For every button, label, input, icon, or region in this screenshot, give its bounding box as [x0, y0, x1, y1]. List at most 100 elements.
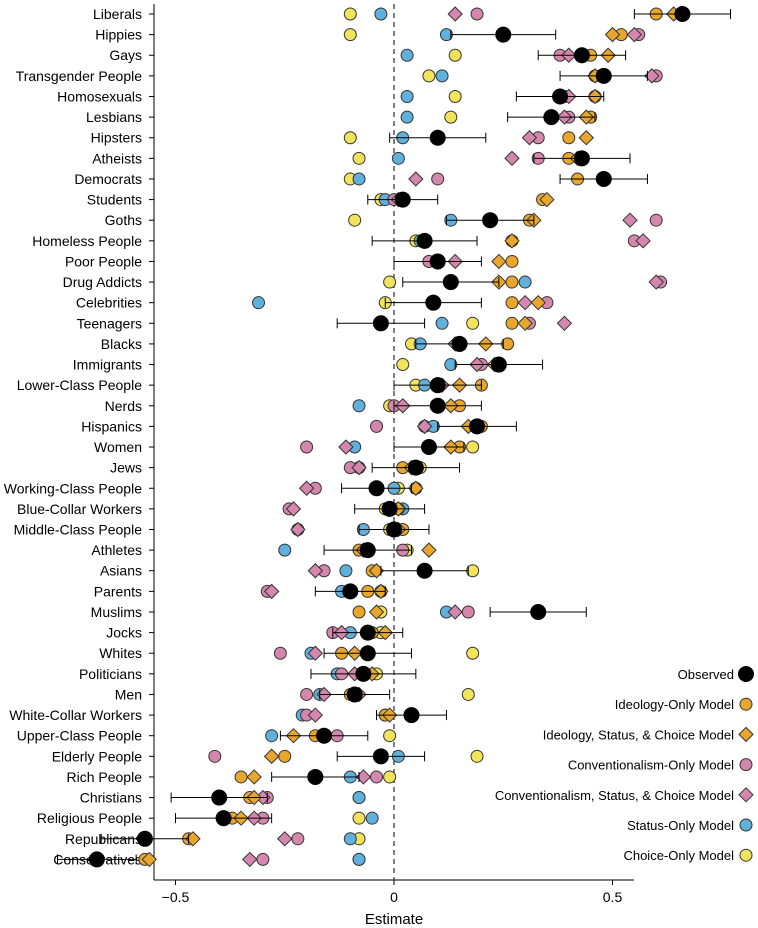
legend-label: Status-Only Model	[627, 818, 734, 833]
data-point	[383, 275, 397, 289]
data-point	[518, 275, 532, 289]
category-label: Parents	[94, 583, 142, 599]
data-point	[578, 130, 594, 146]
category-label: Transgender People	[16, 68, 143, 84]
data-point	[505, 275, 519, 289]
data-point	[504, 150, 520, 167]
data-point	[429, 253, 446, 270]
data-point	[136, 830, 153, 847]
data-point	[351, 459, 367, 476]
category-label: Jews	[110, 460, 142, 476]
data-point	[626, 26, 643, 43]
category-label: Atheists	[92, 150, 142, 166]
data-point	[359, 624, 376, 641]
data-point	[88, 851, 105, 868]
legend-marker	[739, 848, 753, 862]
category-label: Poor People	[65, 253, 142, 269]
data-point	[307, 563, 324, 579]
data-point	[348, 213, 362, 227]
data-point	[383, 729, 397, 743]
data-point	[307, 768, 324, 785]
data-point	[352, 852, 366, 866]
data-point	[429, 377, 446, 394]
data-point	[307, 645, 324, 661]
legend-label: Conventionalism-Only Model	[568, 758, 734, 773]
data-point	[470, 7, 484, 21]
category-label: Women	[94, 439, 142, 455]
category-label: Liberals	[93, 6, 142, 22]
data-point	[517, 294, 533, 311]
data-point	[562, 131, 576, 145]
data-point	[556, 315, 573, 332]
data-point	[285, 501, 302, 517]
x-tick-label: −0.5	[162, 889, 190, 905]
data-point	[300, 687, 314, 701]
data-point	[352, 791, 366, 805]
legend-label: Ideology, Status, & Choice Model	[543, 727, 734, 742]
category-label: Hispanics	[81, 418, 142, 434]
category-label: Asians	[100, 563, 142, 579]
data-point	[343, 131, 357, 145]
data-point	[408, 171, 424, 187]
series-5	[252, 7, 532, 866]
data-point	[604, 26, 621, 43]
data-point	[300, 440, 314, 454]
data-point	[461, 687, 475, 701]
data-point	[343, 28, 357, 42]
category-label: Upper-Class People	[17, 728, 142, 744]
data-point	[429, 129, 446, 146]
data-point	[539, 191, 555, 208]
data-point	[381, 500, 398, 517]
data-point	[400, 48, 414, 62]
data-point	[352, 399, 366, 413]
data-point	[530, 294, 546, 311]
data-point	[517, 315, 533, 332]
category-label: Muslims	[91, 604, 142, 620]
data-point	[316, 727, 333, 744]
data-point	[622, 212, 638, 228]
data-point	[403, 707, 420, 724]
data-point	[343, 7, 357, 21]
data-point	[277, 831, 293, 847]
category-label: Working-Class People	[4, 480, 142, 496]
data-point	[352, 605, 366, 619]
data-point	[273, 646, 287, 660]
data-point	[256, 852, 270, 866]
data-point	[291, 832, 305, 846]
category-label: Teenagers	[77, 315, 142, 331]
data-point	[435, 316, 449, 330]
data-point	[141, 851, 157, 868]
data-point	[431, 172, 445, 186]
data-point	[461, 605, 475, 619]
data-point	[352, 811, 366, 825]
series-0	[57, 6, 731, 868]
data-point	[359, 645, 376, 662]
category-label: Drug Addicts	[63, 274, 142, 290]
data-point	[573, 150, 590, 167]
legend-marker	[739, 818, 753, 832]
data-point	[372, 315, 389, 332]
legend-label: Choice-Only Model	[623, 848, 734, 863]
category-label: Politicians	[79, 666, 142, 682]
data-point	[490, 356, 507, 373]
data-point	[425, 294, 442, 311]
data-point	[278, 543, 292, 557]
legend: Observed Ideology-Only Model Ideology, Sta…	[495, 666, 754, 863]
data-point	[211, 789, 228, 806]
data-point	[495, 26, 512, 43]
data-point	[374, 7, 388, 21]
data-point	[595, 170, 612, 187]
data-point	[365, 811, 379, 825]
data-point	[504, 233, 520, 249]
data-point	[400, 110, 414, 124]
x-axis-ticks: −1.0−0.500.51.0	[162, 880, 623, 905]
data-point	[416, 232, 433, 249]
x-tick-label: 0.5	[603, 889, 623, 905]
data-point	[505, 316, 519, 330]
data-point	[505, 254, 519, 268]
data-point	[530, 603, 547, 620]
data-point	[444, 110, 458, 124]
data-point	[435, 69, 449, 83]
data-point	[338, 439, 354, 455]
category-label: Whites	[99, 645, 142, 661]
